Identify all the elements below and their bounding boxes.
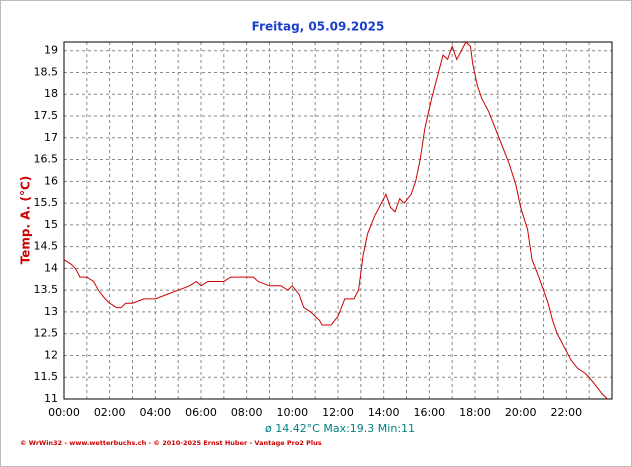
y-tick-label: 17.5 [34,109,59,122]
x-tick-label: 02:00 [94,406,126,419]
y-axis-label: Temp. A. (°C) [19,176,33,265]
x-tick-label: 16:00 [413,406,445,419]
x-tick-label: 04:00 [139,406,171,419]
y-tick-label: 17 [44,131,58,144]
y-tick-label: 12 [44,348,58,361]
y-tick-label: 13 [44,305,58,318]
footer: © WrWin32 - www.wetterbuchs.ch - © 2010-… [20,439,322,447]
y-tick-label: 16 [44,174,58,187]
y-tick-label: 14 [44,261,58,274]
y-tick-label: 15 [44,218,58,231]
y-tick-label: 14.5 [34,240,59,253]
x-tick-label: 00:00 [48,406,80,419]
y-tick-label: 12.5 [34,327,59,340]
x-tick-label: 20:00 [505,406,537,419]
temperature-line [63,41,608,400]
y-tick-label: 18 [44,87,58,100]
y-tick-label: 19 [44,44,58,57]
stats: ø 14.42°C Max:19.3 Min:11 [265,422,415,435]
y-tick-label: 16.5 [34,153,59,166]
x-tick-label: 06:00 [185,406,217,419]
chart-title: Freitag, 05.09.2025 [252,20,385,34]
plot-border [63,41,613,400]
x-tick-label: 18:00 [459,406,491,419]
x-tick-label: 12:00 [322,406,354,419]
y-tick-label: 15.5 [34,196,59,209]
x-tick-label: 22:00 [550,406,582,419]
y-tick-label: 11 [44,392,58,405]
x-tick-label: 08:00 [231,406,263,419]
x-tick-label: 14:00 [368,406,400,419]
y-tick-label: 13.5 [34,283,59,296]
y-tick-label: 18.5 [34,65,59,78]
y-tick-label: 11.5 [34,370,59,383]
x-tick-label: 10:00 [276,406,308,419]
